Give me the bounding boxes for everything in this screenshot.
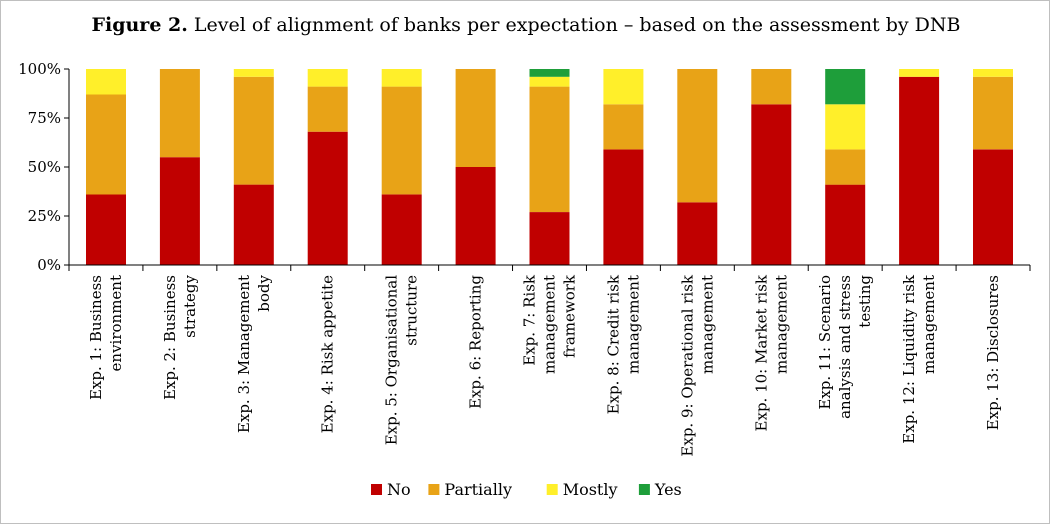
bars-layer [86, 69, 1013, 265]
axes-layer: 0% 25% 50% 75% 100% [18, 60, 1031, 274]
x-tick-label-exp10: Exp. 10: Market risk management [752, 274, 790, 431]
bar-segment-partially-exp13 [973, 76, 1013, 150]
bar-segment-no-exp11 [825, 184, 866, 265]
x-tick-label-line: Exp. 10: Market risk [752, 274, 770, 431]
bar-segment-no-exp12 [899, 76, 940, 265]
bar-segment-no-exp13 [973, 149, 1013, 265]
bar-segment-partially-exp11 [825, 149, 866, 185]
bar-segment-mostly-exp5 [381, 69, 422, 87]
bar-segment-no-exp4 [307, 131, 348, 265]
x-tick-label-line: management [772, 275, 790, 374]
x-tick-label-exp7: Exp. 7: Risk management framework [521, 274, 579, 374]
bar-segment-mostly-exp3 [233, 69, 274, 77]
bar-segment-mostly-exp7 [529, 76, 570, 87]
x-tick-label-line: management [624, 275, 642, 374]
chart-title: Figure 2. Level of alignment of banks pe… [0, 14, 1052, 36]
x-tick-label-exp12: Exp. 12: Liquidity risk management [900, 274, 938, 444]
x-tick-label-line: management [920, 275, 938, 374]
x-tick-label-line: Exp. 12: Liquidity risk [900, 274, 918, 444]
bar-segment-partially-exp1 [86, 94, 126, 195]
x-tick-label-exp13: Exp. 13: Disclosures [984, 275, 1002, 430]
bar-segment-yes-exp7 [529, 69, 570, 77]
x-tick-label-line: Exp. 4: Risk appetite [319, 275, 337, 433]
x-tick-label-line: environment [107, 275, 125, 371]
x-tick-label-exp5: Exp. 5: Organisational structure [383, 275, 421, 445]
x-tick-labels: Exp. 1: Business environment Exp. 2: Busin… [87, 274, 1002, 457]
bar-segment-mostly-exp8 [603, 69, 644, 105]
bar-segment-partially-exp9 [677, 69, 718, 203]
bar-segment-no-exp1 [86, 194, 126, 265]
x-tick-label-line: Exp. 3: Management [235, 275, 253, 433]
bar-segment-no-exp8 [603, 149, 644, 265]
x-tick-label-exp11: Exp. 11: Scenario analysis and stress test… [816, 275, 874, 419]
x-tick-label-line: body [255, 274, 273, 311]
y-tick-label: 75% [28, 109, 61, 127]
x-tick-label-line: Exp. 7: Risk [521, 274, 539, 366]
bar-segment-no-exp2 [159, 157, 200, 265]
bar-segment-mostly-exp1 [86, 69, 126, 95]
legend-label-mostly: Mostly [563, 480, 618, 499]
x-tick-label-exp8: Exp. 8: Credit risk management [604, 274, 642, 414]
legend-swatch-no [371, 484, 382, 495]
legend-swatch-yes [638, 484, 650, 495]
bar-segment-no-exp5 [381, 194, 422, 265]
y-tick-label: 50% [28, 158, 61, 176]
x-tick-label-exp1: Exp. 1: Business environment [87, 275, 125, 400]
y-tick-label: 0% [37, 256, 61, 274]
bar-segment-partially-exp5 [381, 86, 422, 195]
legend: No Partially Mostly Yes [371, 480, 682, 499]
bar-segment-no-exp9 [677, 202, 718, 265]
x-tick-label-line: Exp. 1: Business [87, 275, 105, 400]
x-tick-label-exp6: Exp. 6: Reporting [467, 275, 485, 409]
bar-segment-partially-exp4 [307, 86, 348, 132]
x-tick-label-line: framework [561, 274, 579, 358]
x-tick-label-line: management [541, 275, 559, 374]
bar-segment-no-exp6 [455, 167, 496, 265]
x-tick-label-line: Exp. 9: Operational risk [678, 274, 696, 456]
x-tick-label-line: Exp. 2: Business [161, 275, 179, 400]
bar-segment-no-exp7 [529, 212, 570, 265]
x-tick-label-line: structure [403, 275, 421, 346]
y-tick-label: 25% [28, 207, 61, 225]
x-tick-label-line: Exp. 13: Disclosures [984, 275, 1002, 430]
x-tick-label-line: Exp. 6: Reporting [467, 275, 485, 409]
bar-segment-partially-exp7 [529, 86, 570, 212]
bar-segment-partially-exp6 [455, 69, 496, 167]
bar-segment-mostly-exp4 [307, 69, 348, 87]
bar-segment-mostly-exp11 [825, 104, 866, 150]
legend-label-partially: Partially [444, 480, 512, 499]
x-tick-label-line: Exp. 11: Scenario [816, 275, 834, 410]
bar-segment-partially-exp3 [233, 76, 274, 185]
y-tick-label: 100% [18, 60, 61, 78]
x-tick-label-exp9: Exp. 9: Operational risk management [678, 274, 716, 456]
title-figure-label: Figure 2. [91, 14, 188, 36]
bar-segment-partially-exp10 [751, 69, 792, 105]
x-tick-label-line: management [698, 275, 716, 374]
bar-segment-mostly-exp13 [973, 69, 1013, 77]
bar-segment-partially-exp8 [603, 104, 644, 150]
x-tick-label-exp2: Exp. 2: Business strategy [161, 274, 199, 400]
x-tick-label-exp4: Exp. 4: Risk appetite [319, 275, 337, 433]
x-tick-label-exp3: Exp. 3: Management body [235, 274, 273, 433]
bar-segment-no-exp3 [233, 184, 274, 265]
x-tick-label-line: Exp. 5: Organisational [383, 275, 401, 445]
bar-segment-yes-exp11 [825, 69, 866, 105]
legend-swatch-partially [428, 484, 440, 495]
bar-segment-partially-exp2 [159, 69, 200, 158]
legend-label-yes: Yes [654, 480, 682, 499]
legend-swatch-mostly [546, 484, 558, 495]
bar-segment-no-exp10 [751, 104, 792, 265]
x-tick-label-line: testing [856, 275, 874, 328]
bar-segment-mostly-exp12 [899, 69, 940, 77]
x-tick-label-line: analysis and stress [836, 275, 854, 419]
x-tick-label-line: Exp. 8: Credit risk [604, 274, 622, 414]
x-tick-label-line: strategy [181, 274, 199, 337]
legend-label-no: No [387, 480, 411, 499]
title-text: Level of alignment of banks per expectat… [187, 14, 961, 36]
